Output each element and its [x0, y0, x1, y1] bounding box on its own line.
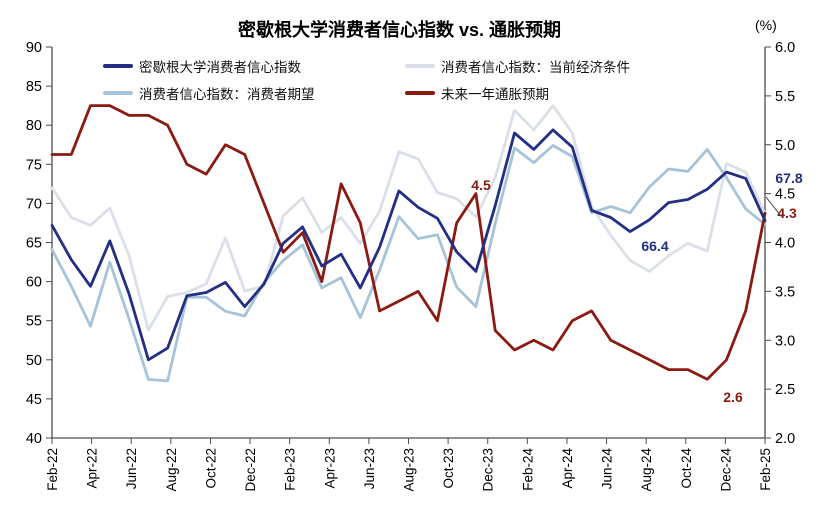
left-axis-tick-label: 90 — [26, 40, 42, 56]
x-axis-tick-label: Oct-23 — [441, 448, 456, 489]
data-label: 2.6 — [723, 389, 743, 405]
legend-label-inflation: 未来一年通胀预期 — [441, 86, 549, 102]
x-axis-tick-label: Oct-24 — [679, 448, 694, 489]
series-line — [50, 104, 767, 332]
left-axis-tick-label: 70 — [26, 196, 42, 212]
left-axis-tick-label: 40 — [26, 431, 42, 447]
x-axis-tick-label: Jun-24 — [600, 448, 615, 490]
series-line — [50, 104, 767, 381]
x-axis-tick-label: Dec-22 — [243, 448, 258, 492]
legend-label-sentiment: 密歇根大学消费者信心指数 — [139, 59, 301, 75]
data-label: 66.4 — [641, 238, 669, 254]
left-axis-tick-label: 80 — [26, 118, 42, 134]
x-axis-tick-label: Apr-22 — [85, 448, 100, 489]
legend-item-sentiment: 密歇根大学消费者信心指数 — [103, 53, 405, 78]
legend-swatch-inflation — [405, 90, 435, 95]
right-axis-tick-label: 5.0 — [775, 138, 795, 154]
left-axis-tick-label: 75 — [26, 157, 42, 173]
right-axis-tick-label: 3.0 — [775, 333, 795, 349]
legend-label-expectations: 消费者信心指数：消费者期望 — [139, 86, 315, 102]
right-axis-tick-label: 6.0 — [775, 40, 795, 56]
legend-swatch-expectations — [103, 90, 133, 95]
x-axis-tick-label: Feb-24 — [520, 448, 535, 491]
legend-swatch-current-conditions — [405, 63, 435, 68]
right-axis-unit-label: (%) — [755, 17, 777, 33]
series-line — [50, 128, 767, 362]
left-axis-tick-label: 65 — [26, 236, 42, 252]
series-line — [50, 144, 767, 383]
x-axis-tick-label: Aug-22 — [164, 448, 179, 492]
right-axis-tick-label: 2.0 — [775, 431, 795, 447]
right-axis-tick-label: 2.5 — [775, 382, 795, 398]
legend-item-inflation: 未来一年通胀预期 — [405, 80, 630, 105]
data-label: 4.3 — [777, 205, 797, 221]
data-label: 4.5 — [471, 177, 491, 193]
x-axis-tick-label: Aug-23 — [402, 448, 417, 492]
right-axis-tick-label: 5.5 — [775, 89, 795, 105]
x-axis-tick-label: Jun-22 — [124, 448, 139, 489]
x-axis-tick-label: Dec-24 — [718, 448, 733, 492]
x-axis-tick-label: Feb-23 — [283, 448, 298, 491]
data-label: 67.8 — [775, 170, 803, 186]
x-axis-tick-label: Feb-22 — [45, 448, 60, 491]
right-axis-tick-label: 4.5 — [775, 187, 795, 203]
legend-item-expectations: 消费者信心指数：消费者期望 — [103, 80, 405, 105]
left-axis-tick-label: 45 — [26, 392, 42, 408]
legend-label-current-conditions: 消费者信心指数：当前经济条件 — [441, 59, 630, 75]
chart-legend: 密歇根大学消费者信心指数 消费者信心指数：当前经济条件 消费者信心指数：消费者期… — [103, 53, 630, 105]
x-axis-tick-label: Oct-22 — [203, 448, 218, 489]
left-axis-tick-label: 85 — [26, 79, 42, 95]
left-axis-tick-label: 50 — [26, 353, 42, 369]
left-axis-tick-label: 55 — [26, 314, 42, 330]
right-axis-tick-label: 3.5 — [775, 284, 795, 300]
legend-swatch-sentiment — [103, 63, 133, 68]
x-axis-tick-label: Dec-23 — [481, 448, 496, 492]
x-axis-tick-label: Jun-23 — [362, 448, 377, 489]
x-axis-tick-label: Apr-24 — [560, 448, 575, 489]
x-axis-tick-label: Aug-24 — [639, 448, 654, 492]
right-axis-tick-label: 4.0 — [775, 236, 795, 252]
chart-title: 密歇根大学消费者信心指数 vs. 通胀预期 — [237, 20, 562, 40]
left-axis-tick-label: 60 — [26, 275, 42, 291]
x-axis-tick-label: Apr-23 — [322, 448, 337, 489]
legend-item-current-conditions: 消费者信心指数：当前经济条件 — [405, 53, 630, 78]
x-axis-tick-label: Feb-25 — [758, 448, 773, 491]
